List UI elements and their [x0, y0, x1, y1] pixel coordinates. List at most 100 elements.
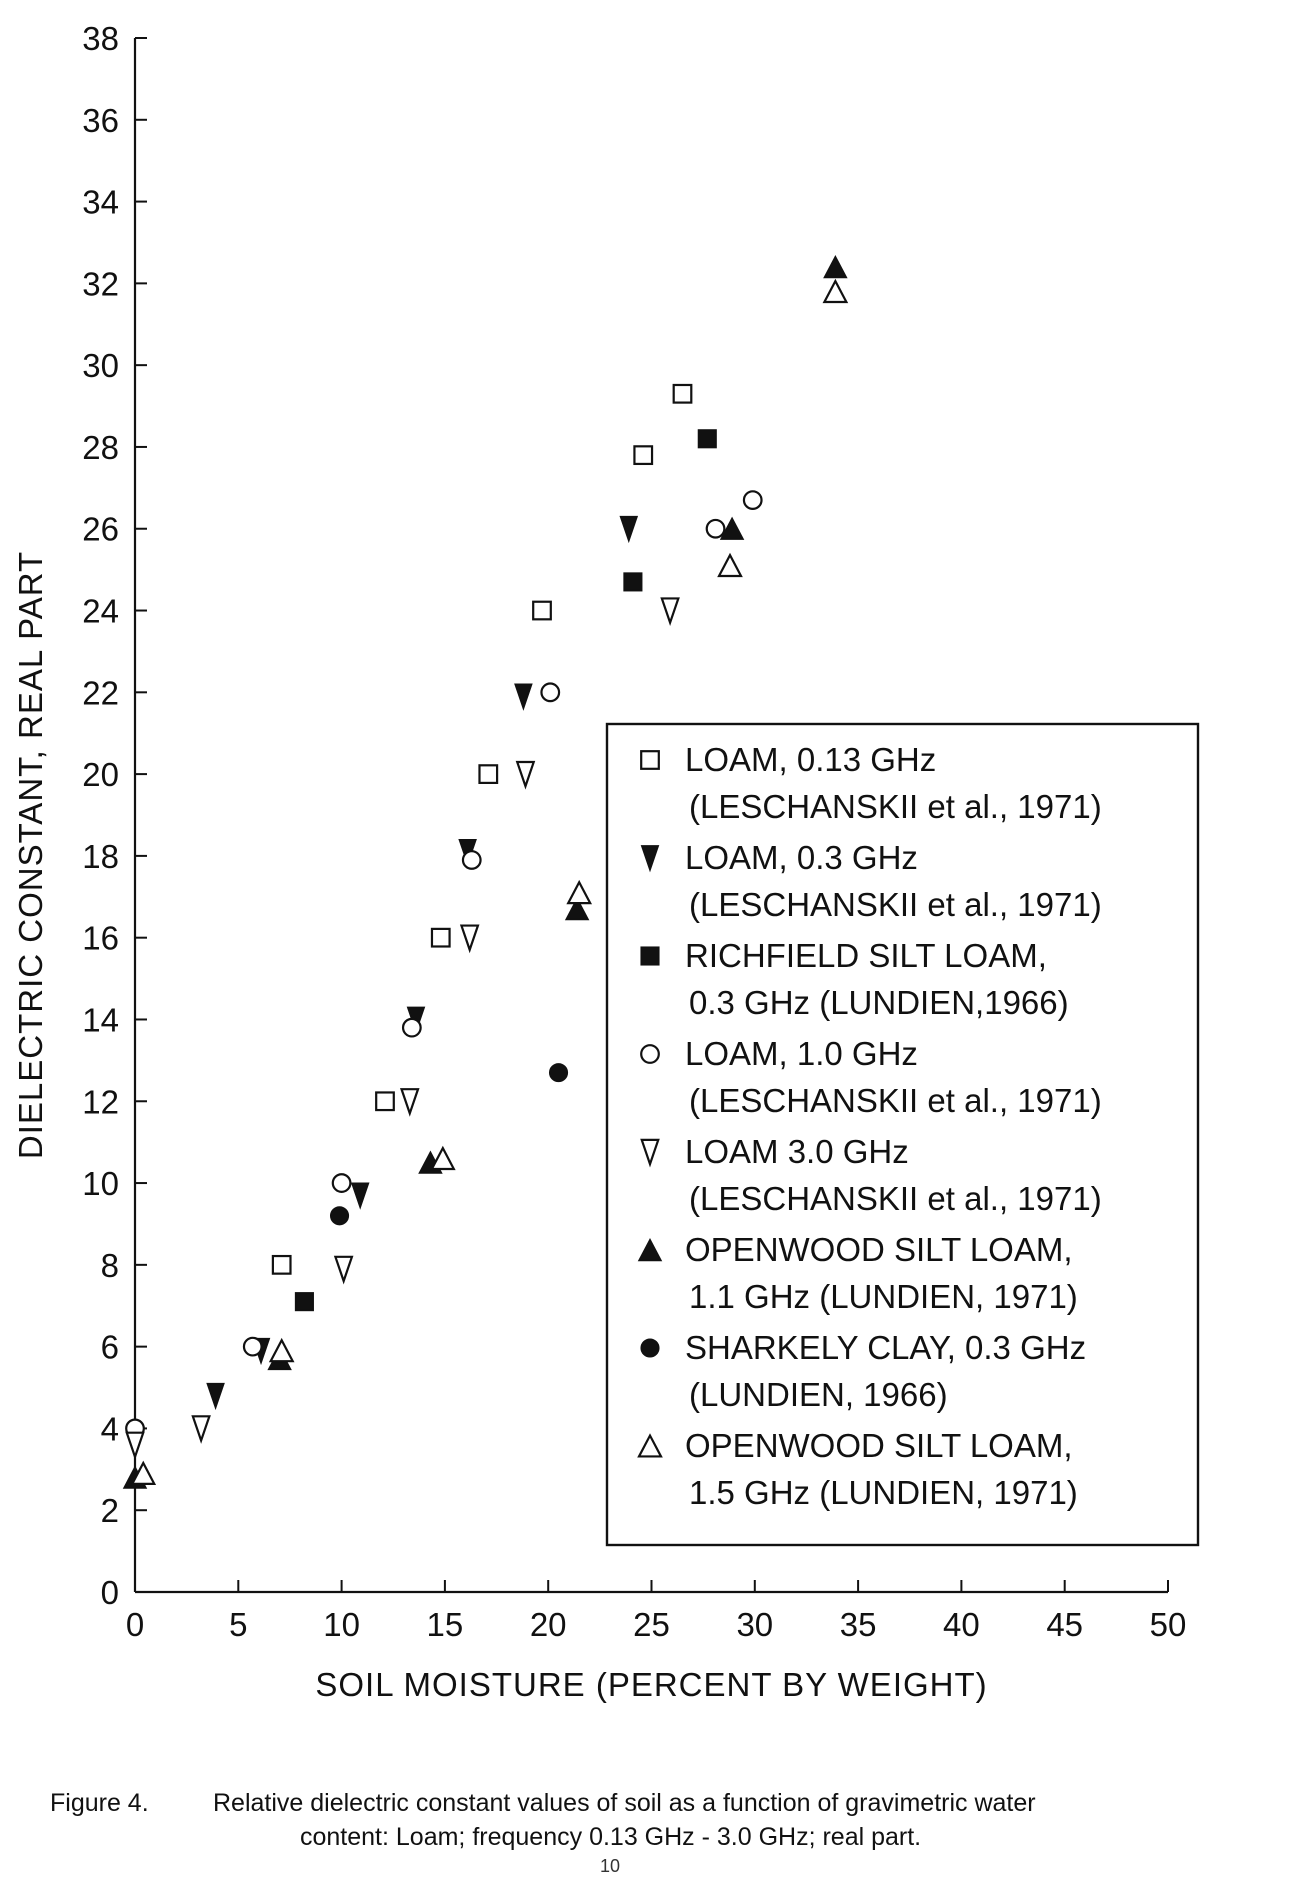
y-tick-label: 38	[82, 20, 119, 57]
x-axis-ticks: 0 5 10 15 20 25 30 35 40 45 50	[126, 1580, 1187, 1643]
data-point-triangle-up-filled	[564, 896, 590, 921]
x-tick-label: 30	[736, 1606, 773, 1643]
y-tick-label: 14	[82, 1001, 119, 1038]
x-tick-label: 20	[530, 1606, 567, 1643]
scatter-chart: 0 5 10 15 20 25 30 35 40 45 50 0246810121416182022…	[12, 20, 1200, 1703]
legend-entry-text: LOAM, 1.0 GHz	[685, 1035, 918, 1072]
y-tick-label: 32	[82, 265, 119, 302]
legend-marker-triangle-down-filled	[640, 845, 660, 873]
data-point-triangle-up-open	[717, 552, 743, 578]
legend-entry-text: (LESCHANSKII et al., 1971)	[689, 788, 1102, 825]
x-tick-label: 25	[633, 1606, 670, 1643]
data-point-circle-open	[705, 518, 726, 539]
data-point-triangle-down-open	[333, 1255, 354, 1285]
data-point-circle-filled	[548, 1063, 569, 1083]
data-point-square-open	[532, 600, 552, 621]
x-tick-label: 45	[1046, 1606, 1083, 1643]
data-point-square-open	[672, 383, 693, 404]
data-point-triangle-up-open	[822, 278, 849, 304]
x-tick-label: 0	[126, 1606, 144, 1643]
legend-marker-circle-open	[640, 1044, 660, 1064]
legend-entry-text: 1.1 GHz (LUNDIEN, 1971)	[689, 1278, 1078, 1315]
x-tick-label: 10	[323, 1606, 360, 1643]
legend-box	[605, 722, 1200, 1547]
data-point-triangle-down-open	[660, 597, 680, 627]
data-point-triangle-down-filled	[350, 1182, 370, 1210]
data-point-triangle-down-filled	[619, 515, 639, 544]
legend-marker-square-open	[640, 750, 660, 770]
legend-entry-text: LOAM, 0.3 GHz	[685, 839, 918, 876]
y-tick-label: 22	[82, 674, 119, 711]
legend-marker-square-filled	[640, 946, 660, 966]
data-point-triangle-down-filled	[514, 683, 533, 711]
data-point-circle-filled	[329, 1206, 350, 1226]
y-tick-label: 28	[82, 429, 119, 466]
data-points	[122, 254, 849, 1489]
data-point-square-open	[478, 764, 499, 785]
x-tick-label: 35	[840, 1606, 877, 1643]
data-point-circle-open	[742, 490, 763, 511]
data-point-triangle-down-open	[191, 1415, 211, 1444]
y-tick-label: 4	[101, 1410, 119, 1447]
data-point-circle-open	[540, 682, 561, 703]
legend: LOAM, 0.13 GHz (LESCHANSKII et al., 1971)…	[605, 722, 1200, 1547]
legend-entry-text: (LUNDIEN, 1966)	[689, 1376, 948, 1413]
legend-entry-text: (LESCHANSKII et al., 1971)	[689, 1082, 1102, 1119]
data-point-square-filled	[294, 1292, 314, 1312]
x-tick-label: 15	[427, 1606, 464, 1643]
y-tick-label: 8	[101, 1247, 119, 1284]
data-point-triangle-down-open	[459, 924, 480, 954]
data-point-square-open	[430, 927, 451, 948]
y-tick-label: 12	[82, 1083, 119, 1120]
legend-entry-text: RICHFIELD SILT LOAM,	[685, 937, 1047, 974]
y-tick-label: 26	[82, 511, 119, 548]
y-tick-label: 34	[82, 184, 119, 221]
data-point-triangle-up-open	[430, 1145, 456, 1171]
data-point-circle-open	[242, 1336, 263, 1357]
y-axis-title: DIELECTRIC CONSTANT, REAL PART	[12, 551, 49, 1159]
x-tick-label: 40	[943, 1606, 980, 1643]
legend-entry-text: (LESCHANSKII et al., 1971)	[689, 1180, 1102, 1217]
data-point-triangle-down-open	[399, 1088, 420, 1117]
y-tick-label: 2	[101, 1492, 119, 1529]
legend-entry-text: (LESCHANSKII et al., 1971)	[689, 886, 1102, 923]
y-tick-label: 16	[82, 920, 119, 957]
data-point-triangle-down-open	[515, 760, 536, 790]
page-number: 10	[600, 1856, 621, 1876]
y-tick-label: 10	[82, 1165, 119, 1202]
y-tick-label: 0	[101, 1574, 119, 1611]
y-tick-label: 20	[82, 756, 119, 793]
legend-entry-text: OPENWOOD SILT LOAM,	[685, 1427, 1073, 1464]
y-tick-label: 36	[82, 102, 119, 139]
data-point-circle-open	[331, 1173, 352, 1193]
legend-entry-text: OPENWOOD SILT LOAM,	[685, 1231, 1073, 1268]
data-point-triangle-up-open	[130, 1460, 157, 1485]
legend-marker-triangle-up-filled	[637, 1237, 663, 1262]
x-tick-label: 50	[1150, 1606, 1187, 1643]
caption-text-line2: content: Loam; frequency 0.13 GHz - 3.0 …	[300, 1823, 922, 1851]
data-point-circle-open	[461, 850, 482, 870]
y-tick-label: 18	[82, 838, 119, 875]
data-point-triangle-up-open	[566, 879, 593, 905]
data-point-triangle-up-filled	[823, 254, 848, 279]
legend-entry-text: 0.3 GHz (LUNDIEN,1966)	[689, 984, 1069, 1021]
legend-marker-triangle-up-open	[637, 1433, 663, 1458]
data-point-circle-open	[401, 1017, 422, 1038]
legend-entry-text: LOAM 3.0 GHz	[685, 1133, 909, 1170]
legend-entry-text: SHARKELY CLAY, 0.3 GHz	[685, 1329, 1086, 1366]
legend-marker-triangle-down-open	[640, 1138, 660, 1168]
caption-label: Figure 4.	[50, 1789, 149, 1817]
legend-marker-circle-filled	[640, 1338, 660, 1358]
legend-entry-text: LOAM, 0.13 GHz	[685, 741, 936, 778]
x-tick-label: 5	[229, 1606, 247, 1643]
caption-text-line1: Relative dielectric constant values of s…	[213, 1789, 1036, 1817]
y-tick-label: 24	[82, 593, 119, 630]
legend-entry-text: 1.5 GHz (LUNDIEN, 1971)	[689, 1474, 1078, 1511]
x-axis-title: SOIL MOISTURE (PERCENT BY WEIGHT)	[315, 1666, 987, 1703]
data-point-triangle-down-open	[125, 1431, 145, 1461]
y-tick-label: 6	[101, 1329, 119, 1366]
data-point-square-open	[633, 445, 654, 466]
data-point-square-filled	[623, 572, 643, 592]
data-point-triangle-up-open	[268, 1337, 295, 1363]
